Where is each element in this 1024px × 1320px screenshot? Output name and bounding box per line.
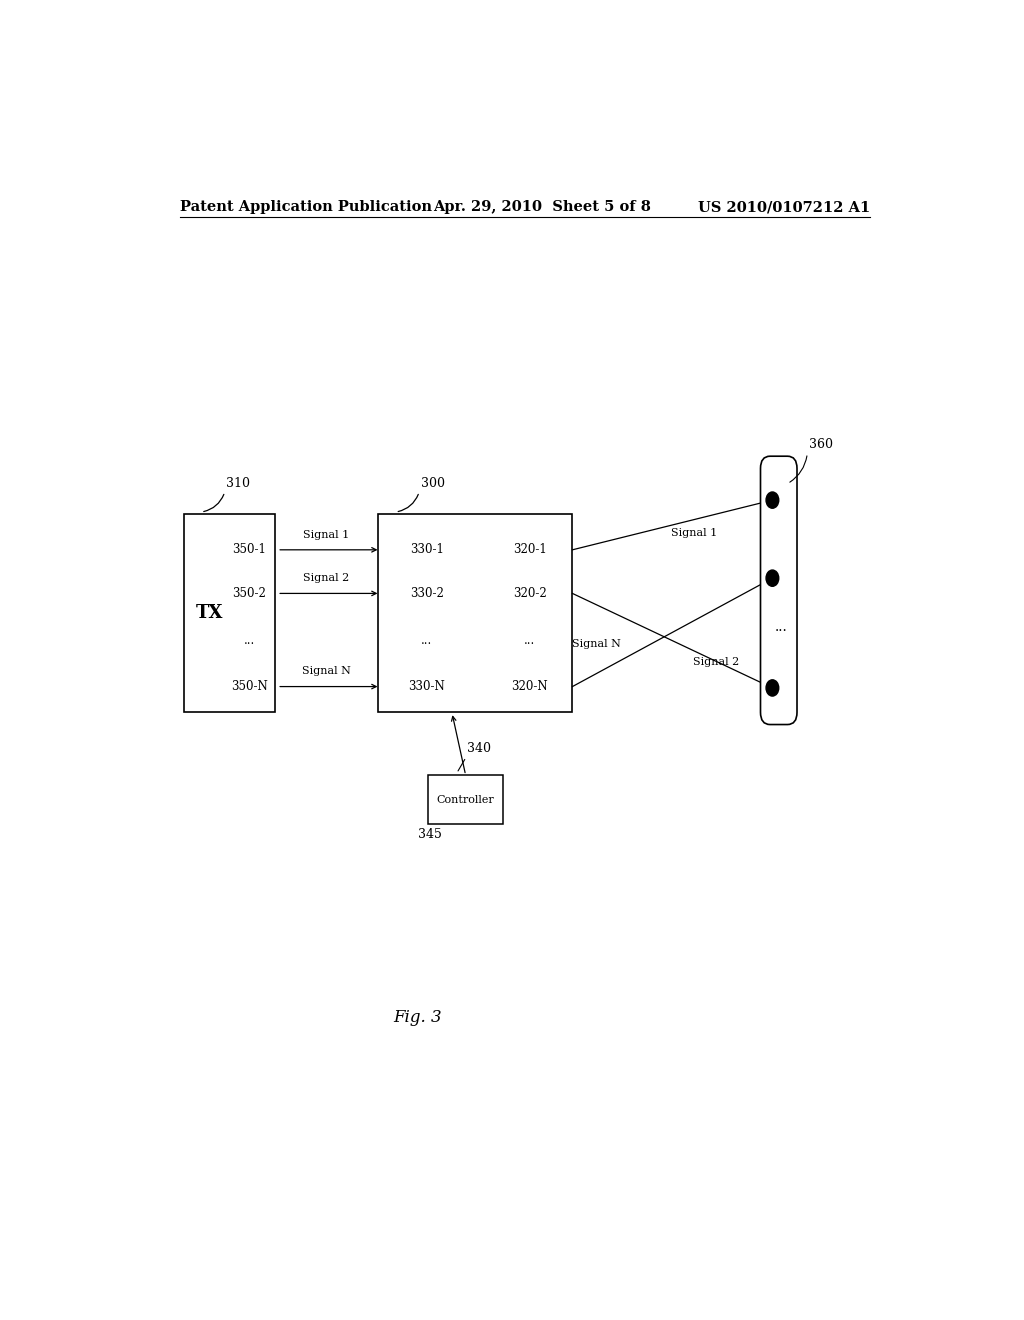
Text: ...: ...: [421, 635, 432, 648]
Bar: [183, 515, 274, 713]
Text: Signal 2: Signal 2: [303, 573, 349, 583]
Text: Signal N: Signal N: [302, 667, 351, 676]
Bar: [378, 515, 572, 713]
Text: ...: ...: [524, 635, 536, 648]
Text: 360: 360: [809, 438, 833, 451]
Text: 350-N: 350-N: [230, 680, 267, 693]
Text: 345: 345: [419, 828, 442, 841]
Text: ...: ...: [244, 635, 255, 648]
Text: Signal N: Signal N: [572, 639, 622, 648]
Circle shape: [766, 492, 778, 508]
Text: Controller: Controller: [437, 795, 495, 805]
Text: 310: 310: [226, 477, 251, 490]
Text: Signal 1: Signal 1: [671, 528, 717, 537]
FancyBboxPatch shape: [761, 457, 797, 725]
Text: 340: 340: [467, 742, 490, 755]
Text: Signal 2: Signal 2: [693, 657, 739, 668]
Text: 320-1: 320-1: [513, 544, 547, 556]
Text: Patent Application Publication: Patent Application Publication: [179, 201, 431, 214]
Circle shape: [766, 680, 778, 696]
Text: Apr. 29, 2010  Sheet 5 of 8: Apr. 29, 2010 Sheet 5 of 8: [433, 201, 651, 214]
Text: 320-2: 320-2: [513, 587, 547, 599]
Text: Fig. 3: Fig. 3: [393, 1008, 442, 1026]
Text: 350-2: 350-2: [232, 587, 266, 599]
Text: 350-1: 350-1: [232, 544, 266, 556]
Text: 300: 300: [421, 477, 444, 490]
Bar: [428, 775, 504, 824]
Text: 330-N: 330-N: [409, 680, 445, 693]
Text: US 2010/0107212 A1: US 2010/0107212 A1: [697, 201, 870, 214]
Text: TX: TX: [196, 605, 223, 622]
Text: ...: ...: [775, 620, 787, 634]
Text: 320-N: 320-N: [511, 680, 548, 693]
Text: Signal 1: Signal 1: [303, 529, 349, 540]
Text: 330-2: 330-2: [410, 587, 443, 599]
Text: 330-1: 330-1: [410, 544, 443, 556]
Circle shape: [766, 570, 778, 586]
